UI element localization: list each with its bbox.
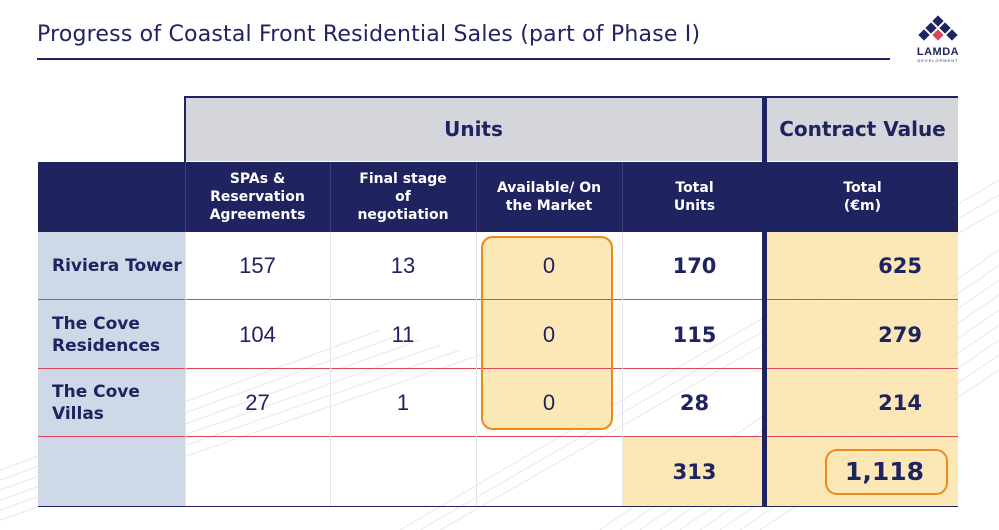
column-divider xyxy=(476,232,477,506)
row-label-cove-villas: The Cove Villas xyxy=(38,369,185,437)
column-divider xyxy=(185,232,186,506)
column-header-final-stage: Final stage of negotiation xyxy=(330,162,476,232)
cell-available: 0 xyxy=(542,321,556,347)
available-highlight xyxy=(481,236,613,430)
cell-final: 1 xyxy=(396,390,410,415)
column-divider xyxy=(330,232,331,506)
cell-total-units: 28 xyxy=(679,391,710,415)
cell-final: 13 xyxy=(390,253,416,278)
table-bottom-rule xyxy=(38,506,958,507)
cell-total-value: 214 xyxy=(878,391,922,415)
grand-total-value-outline xyxy=(825,449,948,495)
cell-final: 11 xyxy=(391,321,415,347)
logo-wordmark: LAMDA xyxy=(916,46,960,58)
column-header-total-units: Total Units xyxy=(622,162,767,232)
cell-total-value: 279 xyxy=(878,322,922,347)
title-underline xyxy=(37,58,890,60)
logo-subtitle: DEVELOPMENT xyxy=(917,58,959,63)
lamda-logo: LAMDA DEVELOPMENT xyxy=(908,14,968,64)
row-label-cove-residences: The Cove Residences xyxy=(38,300,185,369)
total-units-highlight xyxy=(622,437,767,506)
cell-spas: 104 xyxy=(239,321,276,347)
column-header-blank xyxy=(38,162,185,232)
row-label-totals xyxy=(38,437,185,506)
column-divider xyxy=(622,162,623,232)
cell-spas: 27 xyxy=(245,390,270,415)
row-label-riviera-tower: Riviera Tower xyxy=(38,232,185,300)
column-header-spas: SPAs & Reservation Agreements xyxy=(185,162,330,232)
cell-grand-total-value: 1,118 xyxy=(844,457,924,486)
cell-total-units: 170 xyxy=(672,254,717,278)
logo-mark-icon xyxy=(918,15,958,41)
contract-value-highlight xyxy=(767,232,958,506)
row-divider xyxy=(38,368,958,369)
cell-total-value: 625 xyxy=(878,254,922,278)
contract-value-group-header: Contract Value xyxy=(767,97,958,161)
cell-spas: 157 xyxy=(239,253,276,278)
column-divider xyxy=(476,162,477,232)
units-group-header: Units xyxy=(185,97,762,161)
row-divider xyxy=(38,436,958,437)
section-divider xyxy=(762,96,767,506)
header-top-rule xyxy=(185,96,958,98)
cell-available: 0 xyxy=(542,253,556,278)
row-divider xyxy=(38,299,958,300)
page-title: Progress of Coastal Front Residential Sa… xyxy=(37,22,701,47)
cell-grand-total-units: 313 xyxy=(672,459,717,484)
column-header-total-value: Total (€m) xyxy=(767,162,958,232)
column-header-available: Available/ On the Market xyxy=(476,162,622,232)
column-divider xyxy=(622,232,623,506)
available-column-outline xyxy=(481,236,613,430)
column-divider xyxy=(185,162,186,232)
header-left-rule xyxy=(184,96,186,162)
cell-available: 0 xyxy=(542,390,556,415)
cell-total-units: 115 xyxy=(672,322,717,347)
column-divider xyxy=(330,162,331,232)
